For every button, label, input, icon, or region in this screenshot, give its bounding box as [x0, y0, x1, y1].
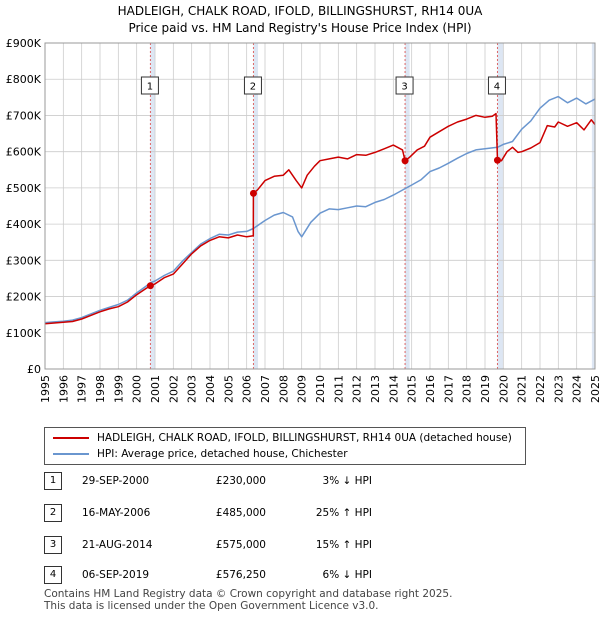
footer-attribution: Contains HM Land Registry data © Crown c…	[44, 588, 452, 612]
transaction-date: 21-AUG-2014	[82, 539, 153, 551]
legend-item-hpi: HPI: Average price, detached house, Chic…	[53, 446, 348, 462]
sale-point	[401, 157, 409, 165]
x-tick-label: 2018	[461, 375, 474, 403]
transaction-price: £230,000	[215, 475, 266, 487]
x-tick-label: 2024	[571, 375, 584, 403]
y-tick-label: £0	[27, 363, 41, 376]
transaction-date: 29-SEP-2000	[82, 475, 150, 487]
shaded-region	[150, 43, 155, 369]
x-tick-label: 2013	[369, 375, 382, 403]
shaded-region	[253, 43, 259, 369]
plot-frame	[44, 42, 596, 370]
transaction-number: 1	[44, 472, 62, 490]
sale-point	[249, 189, 257, 197]
x-tick-label: 1997	[76, 375, 89, 403]
transaction-hpi-change: 15% ↑ HPI	[315, 539, 372, 551]
legend-swatch-property	[53, 437, 89, 439]
sale-marker-box	[487, 76, 506, 95]
x-tick-label: 2001	[149, 375, 162, 403]
transaction-date: 06-SEP-2019	[82, 569, 150, 581]
sale-marker-label: 1	[147, 82, 153, 93]
footer-license: This data is licensed under the Open Gov…	[44, 600, 379, 612]
x-tick-label: 2012	[351, 375, 364, 403]
legend-item-property: HADLEIGH, CHALK ROAD, IFOLD, BILLINGSHUR…	[53, 430, 512, 446]
chart-title-line2: Price paid vs. HM Land Registry's House …	[128, 21, 471, 35]
transaction-price: £485,000	[215, 507, 266, 519]
x-tick-label: 2010	[314, 375, 327, 403]
x-tick-label: 2017	[442, 375, 455, 403]
footer-copyright: Contains HM Land Registry data © Crown c…	[44, 588, 453, 600]
legend-label-hpi: HPI: Average price, detached house, Chic…	[97, 448, 348, 460]
y-tick-label: £700K	[6, 109, 42, 122]
x-tick-label: 1996	[57, 375, 70, 403]
x-tick-label: 2025	[589, 375, 600, 403]
transaction-hpi-change: 3% ↓ HPI	[322, 475, 372, 487]
y-tick-label: £900K	[6, 37, 42, 50]
chart-title-line1: HADLEIGH, CHALK ROAD, IFOLD, BILLINGSHUR…	[118, 4, 483, 18]
legend-label-property: HADLEIGH, CHALK ROAD, IFOLD, BILLINGSHUR…	[97, 432, 512, 444]
sale-point	[493, 156, 501, 164]
transaction-number: 4	[44, 566, 62, 584]
transaction-number: 3	[44, 536, 62, 554]
sale-marker-box	[243, 76, 262, 95]
y-tick-label: £300K	[6, 254, 42, 267]
sale-point	[146, 282, 154, 290]
y-tick-label: £500K	[6, 182, 42, 195]
x-tick-label: 2004	[204, 375, 217, 403]
x-tick-label: 2016	[424, 375, 437, 403]
sale-marker-label: 2	[250, 82, 256, 93]
x-tick-label: 1999	[112, 375, 125, 403]
x-tick-label: 2008	[277, 375, 290, 403]
y-tick-label: £800K	[6, 73, 42, 86]
transaction-price: £576,250	[215, 569, 266, 581]
x-tick-label: 2022	[534, 375, 547, 403]
x-tick-label: 2000	[131, 375, 144, 403]
x-tick-label: 2011	[332, 375, 345, 403]
y-tick-label: £100K	[6, 327, 42, 340]
x-tick-label: 1995	[39, 375, 52, 403]
x-tick-label: 1998	[94, 375, 107, 403]
sale-marker-label: 3	[401, 82, 407, 93]
transaction-date: 16-MAY-2006	[82, 507, 151, 519]
x-tick-label: 2009	[296, 375, 309, 403]
shaded-region	[591, 43, 595, 369]
x-tick-label: 2019	[479, 375, 492, 403]
sale-marker-label: 4	[494, 82, 500, 93]
y-tick-label: £400K	[6, 218, 42, 231]
sale-marker-box	[140, 76, 159, 95]
transaction-hpi-change: 6% ↓ HPI	[322, 569, 372, 581]
transaction-price: £575,000	[215, 539, 266, 551]
x-tick-label: 2021	[516, 375, 529, 403]
x-tick-label: 2020	[497, 375, 510, 403]
x-tick-label: 2015	[406, 375, 419, 403]
transaction-number: 2	[44, 504, 62, 522]
x-tick-label: 2023	[552, 375, 565, 403]
x-tick-label: 2002	[167, 375, 180, 403]
legend: HADLEIGH, CHALK ROAD, IFOLD, BILLINGSHUR…	[44, 427, 526, 465]
legend-swatch-hpi	[53, 453, 89, 455]
x-tick-label: 2007	[259, 375, 272, 403]
hpi-line	[44, 95, 596, 324]
x-tick-label: 2003	[186, 375, 199, 403]
x-tick-label: 2014	[387, 375, 400, 403]
shaded-region	[497, 43, 504, 369]
shaded-region	[405, 43, 410, 369]
y-tick-label: £600K	[6, 146, 42, 159]
transaction-hpi-change: 25% ↑ HPI	[315, 507, 372, 519]
x-tick-label: 2005	[222, 375, 235, 403]
sale-marker-box	[395, 76, 414, 95]
price-chart: HADLEIGH, CHALK ROAD, IFOLD, BILLINGSHUR…	[6, 4, 600, 403]
y-tick-label: £200K	[6, 291, 42, 304]
x-tick-label: 2006	[241, 375, 254, 403]
